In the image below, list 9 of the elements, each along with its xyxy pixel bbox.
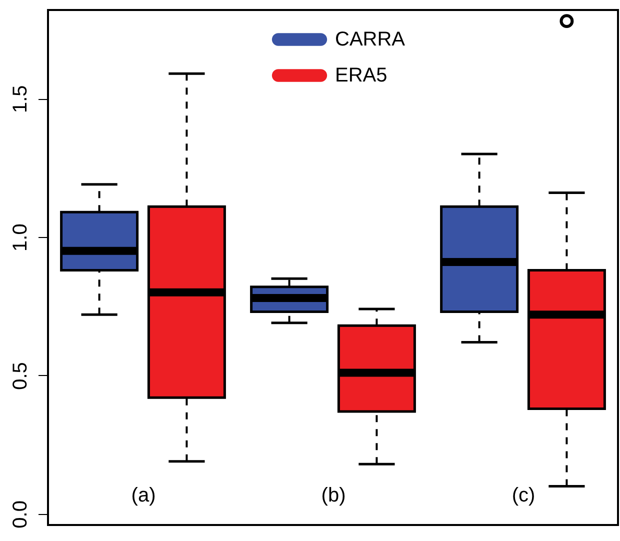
y-tick-label: 1.0 <box>10 224 32 252</box>
y-tick-label: 0.0 <box>10 500 32 528</box>
x-tick-label: (a) <box>131 484 156 506</box>
legend-label: ERA5 <box>335 64 388 86</box>
y-tick-label: 0.5 <box>10 362 32 390</box>
y-tick-label: 1.5 <box>10 85 32 114</box>
legend-label: CARRA <box>335 28 406 50</box>
x-tick-label: (c) <box>512 484 536 506</box>
x-tick-label: (b) <box>321 484 346 506</box>
